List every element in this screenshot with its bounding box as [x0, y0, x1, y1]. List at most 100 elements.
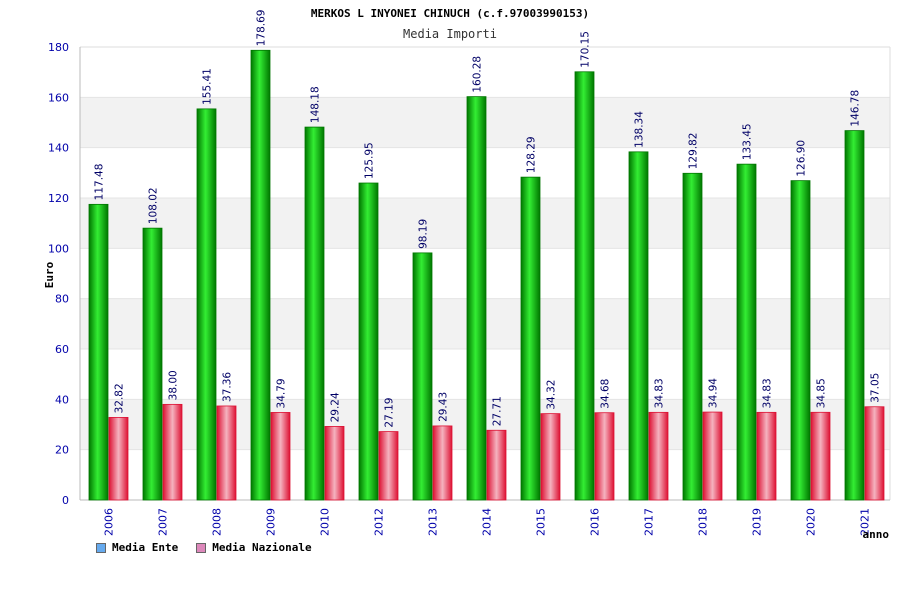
- bar-ente: [250, 49, 271, 501]
- y-tick-label: 40: [55, 393, 69, 406]
- bar-nazionale: [540, 413, 561, 501]
- data-label-ente: 155.41: [202, 68, 214, 105]
- bar-nazionale: [864, 406, 885, 501]
- y-tick-label: 0: [62, 494, 69, 507]
- x-tick-label: 2019: [751, 508, 764, 536]
- legend: Media Ente Media Nazionale: [96, 541, 312, 554]
- x-tick-label: 2012: [373, 508, 386, 536]
- x-tick-label: 2009: [265, 508, 278, 536]
- data-label-ente: 98.19: [418, 219, 430, 249]
- data-label-nazionale: 34.83: [762, 378, 774, 408]
- bar-ente: [790, 180, 811, 501]
- chart-subtitle: Media Importi: [403, 27, 497, 41]
- legend-item-nazionale: Media Nazionale: [196, 541, 312, 554]
- bar-ente: [142, 227, 163, 501]
- data-label-ente: 133.45: [742, 123, 754, 160]
- data-label-nazionale: 34.32: [546, 380, 558, 410]
- bar-nazionale: [270, 412, 291, 501]
- legend-label-nazionale: Media Nazionale: [212, 541, 312, 554]
- y-tick-label: 80: [55, 293, 69, 306]
- y-tick-label: 180: [48, 41, 69, 54]
- data-label-nazionale: 29.24: [330, 392, 342, 422]
- bar-nazionale: [756, 411, 777, 501]
- x-tick-label: 2007: [157, 508, 170, 536]
- bar-nazionale: [648, 411, 669, 501]
- x-tick-label: 2013: [427, 508, 440, 536]
- data-label-nazionale: 34.85: [816, 378, 828, 408]
- bar-ente: [304, 126, 325, 501]
- bar-ente: [88, 203, 109, 501]
- chart-title: MERKOS L INYONEI CHINUCH (c.f.9700399015…: [311, 7, 589, 20]
- data-label-ente: 108.02: [148, 187, 160, 224]
- data-label-ente: 138.34: [634, 111, 646, 148]
- data-label-ente: 117.48: [94, 164, 106, 201]
- bar-ente: [196, 108, 217, 501]
- data-label-ente: 178.69: [256, 10, 268, 47]
- bar-nazionale: [378, 431, 399, 501]
- data-label-nazionale: 34.79: [276, 378, 288, 408]
- bar-ente: [466, 96, 487, 501]
- bar-nazionale: [432, 425, 453, 501]
- data-label-nazionale: 38.00: [168, 370, 180, 400]
- y-tick-label: 160: [48, 91, 69, 104]
- x-tick-label: 2010: [319, 508, 332, 536]
- x-tick-label: 2006: [103, 508, 116, 536]
- data-label-ente: 125.95: [364, 142, 376, 179]
- data-label-nazionale: 27.71: [492, 396, 504, 426]
- bar-ente: [412, 252, 433, 501]
- bar-ente: [358, 182, 379, 501]
- bar-marks: 117.48 32.82 108.02 38.00 155.41 37.36 178.69 3…: [88, 10, 885, 501]
- legend-item-ente: Media Ente: [96, 541, 178, 554]
- legend-swatch-nazionale: [196, 542, 207, 553]
- bar-nazionale: [486, 429, 507, 501]
- data-label-nazionale: 37.05: [870, 373, 882, 403]
- bar-nazionale: [162, 403, 183, 501]
- y-tick-label: 60: [55, 343, 69, 356]
- legend-swatch-ente: [96, 542, 106, 553]
- y-axis-label: Euro: [43, 261, 56, 288]
- bar-nazionale: [324, 426, 345, 501]
- y-tick-label: 120: [48, 192, 69, 205]
- data-label-nazionale: 37.36: [222, 372, 234, 402]
- x-tick-label: 2015: [535, 508, 548, 536]
- x-tick-label: 2020: [805, 508, 818, 536]
- data-label-nazionale: 32.82: [114, 383, 126, 413]
- x-tick-label: 2014: [481, 508, 494, 536]
- y-tick-label: 100: [48, 242, 69, 255]
- bar-ente: [682, 172, 703, 501]
- data-label-nazionale: 34.94: [708, 378, 720, 408]
- bar-nazionale: [810, 411, 831, 501]
- bar-ente: [736, 163, 757, 501]
- y-tick-label: 140: [48, 142, 69, 155]
- data-label-ente: 148.18: [310, 86, 322, 123]
- bar-nazionale: [216, 405, 237, 501]
- x-tick-label: 2016: [589, 508, 602, 536]
- data-label-ente: 129.82: [688, 133, 700, 170]
- bar-ente: [520, 176, 541, 501]
- data-label-ente: 160.28: [472, 56, 484, 93]
- x-tick-label: 2021: [859, 508, 872, 536]
- data-label-ente: 170.15: [580, 31, 592, 68]
- x-axis-ticks: 2006 2007 2008 2009 2010 2012 2013 2014 2015 2016…: [103, 508, 872, 536]
- data-label-ente: 128.29: [526, 136, 538, 173]
- x-tick-label: 2017: [643, 508, 656, 536]
- bar-nazionale: [108, 417, 129, 501]
- y-tick-label: 20: [55, 444, 69, 457]
- bar-ente: [844, 130, 865, 501]
- bar-nazionale: [594, 412, 615, 501]
- x-tick-label: 2018: [697, 508, 710, 536]
- data-label-nazionale: 34.83: [654, 378, 666, 408]
- x-axis-label: anno: [863, 528, 890, 541]
- bar-nazionale: [702, 411, 723, 501]
- x-tick-label: 2008: [211, 508, 224, 536]
- bar-ente: [628, 151, 649, 501]
- bar-ente: [574, 71, 595, 501]
- data-label-ente: 146.78: [850, 90, 862, 127]
- data-label-nazionale: 34.68: [600, 379, 612, 409]
- y-axis-ticks: 0 20 40 60 80 100 120 140 160 180: [48, 41, 69, 507]
- data-label-nazionale: 27.19: [384, 398, 396, 428]
- legend-label-ente: Media Ente: [112, 541, 179, 554]
- data-label-nazionale: 29.43: [438, 392, 450, 422]
- data-label-ente: 126.90: [796, 140, 808, 177]
